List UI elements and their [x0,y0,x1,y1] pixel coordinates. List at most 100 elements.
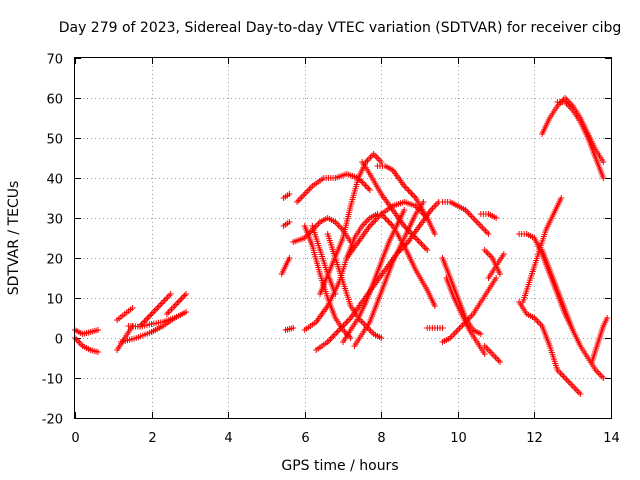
data-point-marker [183,291,190,297]
data-point-marker [328,334,335,341]
series-arc-26 [378,211,438,309]
data-point-marker [419,242,426,249]
data-point-marker [414,236,421,243]
data-point-marker [600,375,607,381]
data-point-marker [558,195,565,201]
y-axis-title: SDTVAR / TECUs [6,181,22,296]
y-tick-label: 60 [46,93,63,108]
data-point-marker [144,315,151,322]
data-point-marker [600,175,607,181]
x-tick-label: 2 [148,431,156,446]
series-arc-34 [481,343,503,365]
data-point-marker [500,251,507,257]
data-point-marker [167,291,174,297]
y-tick-label: 10 [46,293,63,308]
data-point-marker [386,220,393,226]
series-arc-27 [424,325,446,331]
data-point-marker [158,300,165,307]
series-arc-21 [340,207,408,345]
data-point-marker [477,331,484,337]
series-arc-11 [280,219,293,229]
data-point-marker [94,349,101,355]
data-point-marker [381,214,388,220]
data-point-marker [145,314,152,320]
data-point-marker [129,305,136,311]
series-arc-32 [477,211,500,221]
data-point-marker [180,294,187,300]
data-point-marker [417,239,424,246]
data-point-marker [496,271,503,277]
data-point-marker [177,297,184,303]
data-point-marker [365,185,372,192]
chart-title: Day 279 of 2023, Sidereal Day-to-day VTE… [59,20,622,36]
y-tick-label: 0 [55,333,63,348]
data-point-marker [183,309,190,315]
data-point-marker [378,159,385,165]
data-point-marker [496,359,503,365]
data-point-marker [421,244,428,250]
data-layer [72,95,611,397]
data-point-marker [369,220,376,226]
data-point-marker [344,318,351,324]
data-point-marker [181,292,188,299]
data-point-marker [404,186,411,192]
data-point-marker [148,311,155,317]
series-arc-04 [114,305,136,323]
data-point-marker [493,275,500,281]
data-point-marker [431,303,438,309]
data-point-marker [401,207,408,213]
y-tick-label: 50 [46,133,63,148]
x-tick-label: 6 [301,431,309,446]
y-tick-label: 30 [46,213,63,228]
data-point-marker [172,301,179,308]
data-point-marker [485,231,492,237]
data-point-marker [418,241,425,247]
series-arc-37 [516,299,584,397]
series-arc-07 [137,291,174,329]
data-point-marker [171,315,178,321]
data-point-marker [407,189,413,195]
data-point-marker [286,255,293,261]
data-point-marker [493,215,500,221]
data-point-marker [178,295,185,302]
data-point-marker [347,335,354,341]
series-arc-08 [163,291,190,317]
data-point-marker [286,191,293,197]
data-point-marker [366,187,373,193]
data-point-marker [327,336,334,342]
data-point-marker [151,308,158,314]
series-arc-09 [278,255,293,277]
y-tick-label: 40 [46,173,63,188]
series-arc-10 [280,191,293,201]
data-point-marker [408,190,415,197]
x-tick-label: 4 [224,431,232,446]
data-point-marker [405,187,412,194]
x-axis-title: GPS time / hours [281,458,398,474]
data-point-marker [142,317,149,323]
x-tick-label: 10 [450,431,467,446]
data-point-marker [334,328,341,335]
data-point-marker [361,181,368,187]
data-point-marker [174,300,181,306]
x-tick-label: 8 [377,431,385,446]
series-arc-42 [588,315,611,365]
y-tick-label: 20 [46,253,63,268]
series-arc-12 [282,325,297,333]
data-point-marker [363,184,370,190]
data-point-marker [157,302,164,308]
series-arc-28 [439,199,492,237]
series-arc-31 [443,275,488,357]
series-arc-38 [519,195,565,305]
data-point-marker [420,199,427,205]
data-point-marker [384,217,391,223]
data-point-marker [382,215,389,222]
series-arc-39 [539,247,607,381]
data-point-marker [331,331,338,338]
data-point-marker [346,316,353,323]
data-point-marker [604,315,611,321]
data-point-marker [175,298,182,305]
series-arc-01 [72,327,101,337]
data-point-marker [378,335,385,341]
y-tick-label: -10 [42,373,63,388]
